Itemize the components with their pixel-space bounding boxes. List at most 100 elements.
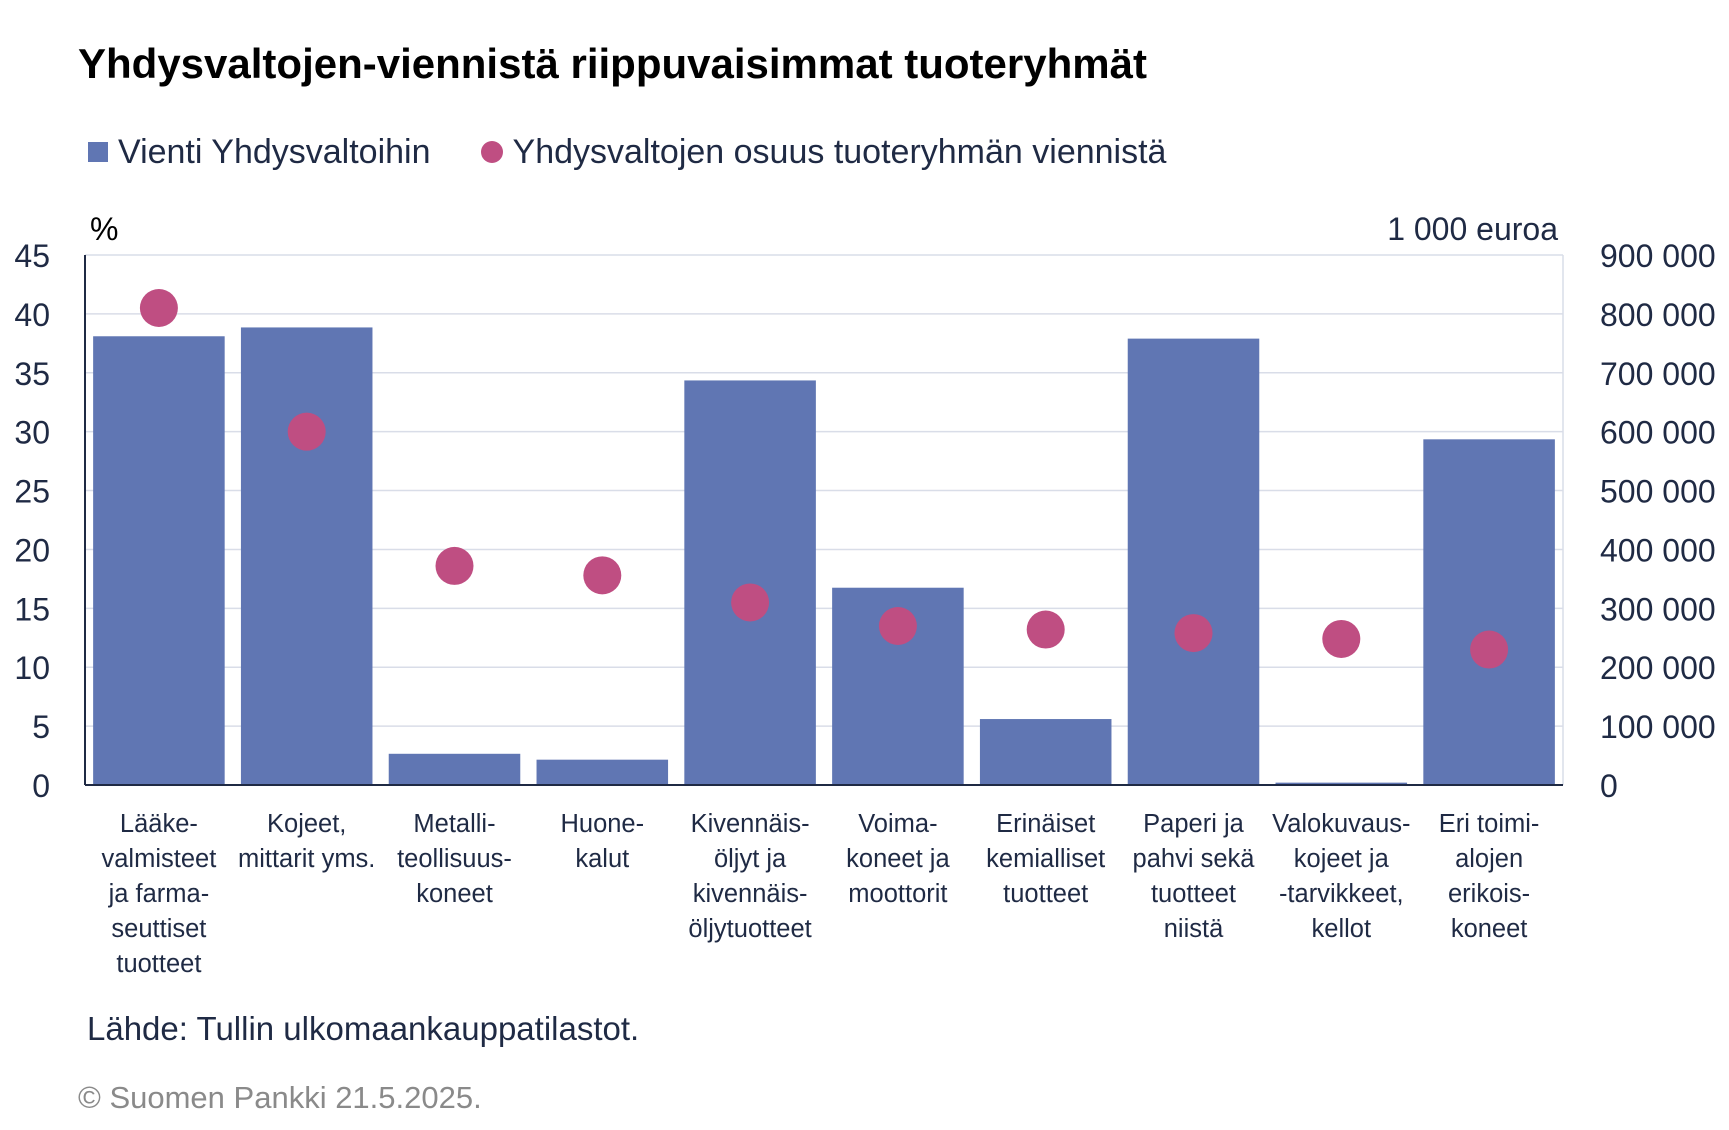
legend-item-dots: Yhdysvaltojen osuus tuoteryhmän viennist…: [480, 132, 1167, 172]
category-label-line: mittarit yms.: [238, 845, 375, 873]
category-label-line: -tarvikkeet,: [1279, 880, 1404, 908]
category-label-4: Huone-kalut: [560, 810, 644, 873]
category-label-line: Eri toimi-: [1439, 810, 1540, 838]
category-label-line: öljytuotteet: [688, 915, 811, 943]
category-label-9: Valokuvaus-kojeet ja -tarvikkeet, kellot: [1272, 810, 1410, 943]
left-axis-unit-label: %: [90, 211, 118, 247]
category-label-line: niistä: [1164, 915, 1224, 943]
dot-2: [287, 412, 326, 451]
category-label-line: Valokuvaus-: [1272, 810, 1410, 838]
bar-series: [93, 327, 1555, 785]
legend-label-dots: Yhdysvaltojen osuus tuoteryhmän viennist…: [512, 132, 1167, 171]
dot-8: [1174, 614, 1213, 653]
category-label-line: valmisteet: [102, 845, 217, 873]
category-label-line: alojen: [1455, 845, 1523, 873]
left-tick-label: 15: [14, 591, 50, 627]
right-tick-label: 400 000: [1600, 532, 1716, 568]
legend-label-bars: Vienti Yhdysvaltoihin: [118, 132, 431, 171]
right-tick-label: 800 000: [1600, 297, 1716, 333]
bar-8: [1127, 338, 1260, 785]
dot-3: [435, 546, 474, 585]
chart-title: Yhdysvaltojen-viennistä riippuvaisimmat …: [78, 40, 1147, 87]
left-tick-label: 5: [32, 709, 50, 745]
bar-4: [536, 759, 669, 785]
dot-series: [139, 289, 1509, 669]
right-tick-label: 200 000: [1600, 650, 1716, 686]
bar-7: [979, 719, 1112, 785]
category-label-line: Voima-: [858, 810, 937, 838]
bar-3: [388, 753, 521, 785]
category-label-10: Eri toimi-alojen erikois-koneet: [1439, 810, 1540, 943]
category-label-5: Kivennäis-öljyt ja kivennäis-öljytuotteet: [688, 810, 811, 943]
category-label-line: Erinäiset: [996, 810, 1095, 838]
category-label-7: Erinäiset kemialliset tuotteet: [986, 810, 1105, 908]
dot-5: [731, 583, 770, 622]
category-label-line: teollisuus-: [397, 845, 512, 873]
bar-5: [684, 380, 816, 785]
axes: [84, 255, 1564, 786]
right-tick-label: 300 000: [1600, 591, 1716, 627]
category-label-line: erikois-: [1448, 880, 1530, 908]
category-label-line: kellot: [1312, 915, 1372, 943]
left-tick-label: 40: [14, 297, 50, 333]
bar-1: [93, 336, 225, 785]
left-tick-label: 35: [14, 356, 50, 392]
legend-item-bars: Vienti Yhdysvaltoihin: [88, 133, 431, 172]
left-tick-label: 20: [14, 532, 50, 568]
left-tick-label: 0: [32, 768, 50, 804]
category-label-line: Huone-: [560, 810, 644, 838]
category-label-1: Lääke-valmisteet ja farma-seuttiset tuotte…: [102, 810, 217, 978]
category-label-6: Voima-koneet ja moottorit: [846, 810, 950, 908]
axis-labels: 0 5 10 15 20 25 30 35 40 45 0 100 000 200 000 300 000…: [14, 211, 1715, 978]
dot-9: [1322, 619, 1361, 658]
category-label-line: tuotteet: [116, 950, 201, 978]
category-label-3: Metalli-teollisuus-koneet: [397, 810, 512, 908]
category-label-line: koneet: [416, 880, 493, 908]
left-tick-label: 45: [14, 238, 50, 274]
right-tick-label: 100 000: [1600, 709, 1716, 745]
right-tick-label: 900 000: [1600, 238, 1716, 274]
legend-dot-swatch-icon: [480, 141, 503, 163]
left-tick-label: 30: [14, 415, 50, 451]
dot-4: [583, 556, 622, 595]
category-label-line: Metalli-: [413, 810, 495, 838]
right-tick-label: 0: [1600, 768, 1618, 804]
right-tick-label: 700 000: [1600, 356, 1716, 392]
category-label-line: kalut: [575, 845, 629, 873]
bar-2: [240, 327, 373, 785]
category-label-line: tuotteet: [1151, 880, 1236, 908]
left-tick-label: 25: [14, 474, 50, 510]
right-axis-unit-label: 1 000 euroa: [1387, 211, 1558, 247]
right-tick-label: 600 000: [1600, 415, 1716, 451]
category-label-line: ja farma-: [108, 880, 210, 908]
category-label-line: Kojeet,: [267, 810, 346, 838]
category-label-line: kemialliset: [986, 845, 1105, 873]
dot-6: [878, 607, 917, 645]
bar-9: [1275, 782, 1408, 785]
source-note: Lähde: Tullin ulkomaankauppatilastot.: [87, 1010, 640, 1047]
left-tick-label: 10: [14, 650, 50, 686]
category-label-line: Kivennäis-: [691, 810, 810, 838]
category-label-line: koneet: [1451, 915, 1528, 943]
legend-bar-swatch-icon: [88, 142, 108, 162]
category-label-2: Kojeet, mittarit yms.: [238, 810, 375, 873]
right-tick-label: 500 000: [1600, 474, 1716, 510]
category-label-line: kojeet ja: [1294, 845, 1390, 873]
category-label-line: koneet ja: [846, 845, 950, 873]
dot-10: [1470, 630, 1509, 669]
category-label-line: moottorit: [848, 880, 947, 908]
category-label-line: Lääke-: [120, 810, 198, 838]
category-label-line: kivennäis-: [693, 880, 808, 908]
category-label-line: Paperi ja: [1143, 810, 1244, 838]
legend: Vienti Yhdysvaltoihin Yhdysvaltojen osuu…: [88, 132, 1216, 172]
category-label-8: Paperi ja pahvi sekä tuotteet niistä: [1133, 810, 1256, 943]
dot-1: [139, 289, 178, 327]
dot-7: [1026, 610, 1065, 649]
category-label-line: öljyt ja: [714, 845, 787, 873]
category-label-line: seuttiset: [111, 915, 206, 943]
copyright-note: © Suomen Pankki 21.5.2025.: [78, 1080, 482, 1115]
bar-10: [1423, 439, 1555, 785]
category-label-line: tuotteet: [1003, 880, 1088, 908]
category-label-line: pahvi sekä: [1133, 845, 1256, 873]
